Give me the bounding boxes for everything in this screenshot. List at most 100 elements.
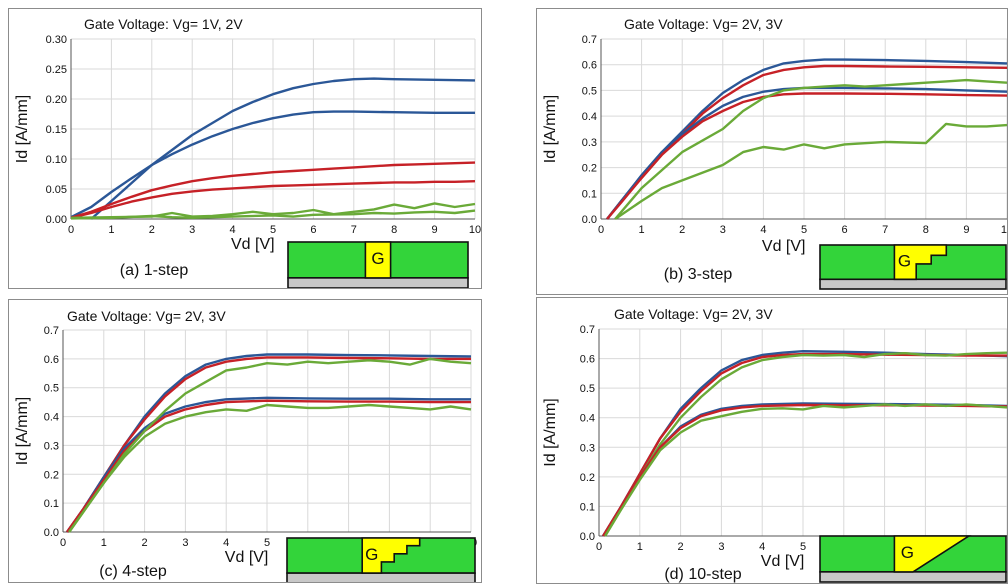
- x-tick-label: 6: [310, 224, 316, 236]
- x-tick-label: 1: [108, 224, 114, 236]
- chart-panel-10-step: 0123456789100.00.10.20.30.40.50.60.7Gate…: [536, 297, 1008, 584]
- chart-panel-1-step: 0 1 2 3 4 5 6 7 8 9 10 0.00 0.05 0.10 0.15 0.20 0.25 0.30…: [8, 8, 482, 289]
- chart-svg: 0123456789100.00.10.20.30.40.50.60.7Gate…: [542, 306, 1007, 583]
- y-tick-label: 0.25: [46, 64, 67, 76]
- y-tick-label: 0.2: [580, 472, 595, 484]
- y-tick-label: 0.30: [46, 34, 67, 46]
- x-tick-label: 8: [923, 224, 929, 236]
- chart-svg: 0 1 2 3 4 5 6 7 8 9 10 0.00 0.05 0.10 0.15 0.20 0.25 0.30…: [14, 16, 481, 288]
- chart-panel-3-step: 0 1 2 3 4 5 6 7 8 9 10 0.0 0.1 0.2 0.3 0.4 0.5 0.6 0.7 Gate…: [536, 8, 1008, 295]
- y-tick-label: 0.7: [44, 325, 59, 337]
- gate-electrode: [893, 535, 972, 573]
- y-tick-label: 0.6: [580, 354, 595, 366]
- gate-label: G: [365, 545, 378, 564]
- x-tick-label: 10: [1001, 224, 1007, 236]
- y-tick-label: 0.7: [580, 324, 595, 336]
- x-tick-label: 3: [720, 224, 726, 236]
- series-line-blue: [66, 396, 471, 533]
- y-tick-label: 0.4: [44, 412, 59, 424]
- y-tick-label: 0.5: [44, 383, 59, 395]
- series-line-green: [604, 351, 1007, 537]
- x-tick-label: 10: [469, 224, 481, 236]
- x-tick-label: 3: [182, 537, 188, 549]
- x-tick-label: 6: [842, 224, 848, 236]
- x-tick-label: 9: [963, 224, 969, 236]
- x-axis-label: Vd [V]: [761, 553, 805, 570]
- y-tick-label: 0.4: [582, 111, 597, 123]
- y-tick-label: 0.0: [44, 527, 59, 539]
- x-tick-label: 2: [142, 537, 148, 549]
- x-tick-label: 2: [678, 541, 684, 553]
- series-line-green: [68, 403, 472, 533]
- y-tick-label: 0.1: [580, 501, 595, 513]
- series-line-green: [604, 403, 1007, 537]
- x-axis-label: Vd [V]: [225, 549, 269, 566]
- y-tick-label: 0.4: [580, 413, 595, 425]
- y-tick-label: 0.3: [582, 137, 597, 149]
- x-tick-label: 1: [637, 541, 643, 553]
- x-tick-label: 0: [68, 224, 74, 236]
- y-tick-label: 0.2: [582, 163, 597, 175]
- x-tick-label: 0: [596, 541, 602, 553]
- series-line-blue: [606, 86, 1007, 220]
- x-tick-label: 5: [270, 224, 276, 236]
- series-line-green: [614, 122, 1007, 220]
- subfigure-caption: (a) 1-step: [120, 262, 189, 279]
- x-tick-label: 2: [149, 224, 155, 236]
- y-tick-label: 0.7: [582, 34, 597, 46]
- x-axis-label: Vd [V]: [762, 238, 806, 255]
- subfigure-caption: (d) 10-step: [664, 566, 741, 583]
- x-tick-label: 4: [223, 537, 229, 549]
- series-line-green: [70, 209, 476, 220]
- chart-svg: 0123456789100.00.10.20.30.40.50.60.7Gate…: [14, 308, 477, 582]
- series-line-blue: [602, 402, 1007, 537]
- y-axis-label: Id [A/mm]: [542, 398, 559, 466]
- chart-svg: 0123456789100.00.10.20.30.40.50.60.7Gate…: [542, 16, 1007, 290]
- x-tick-label: 4: [230, 224, 236, 236]
- y-axis-label: Id [A/mm]: [542, 95, 559, 163]
- device-diagram: G: [287, 241, 469, 288]
- series-line-red: [602, 403, 1007, 537]
- chart-title: Gate Voltage: Vg= 1V, 2V: [84, 16, 243, 32]
- series-line-blue: [70, 110, 475, 219]
- y-axis-label: Id [A/mm]: [14, 95, 31, 163]
- gate-label: G: [901, 543, 914, 562]
- x-tick-label: 5: [800, 541, 806, 553]
- gate-label: G: [371, 249, 384, 268]
- x-tick-label: 8: [391, 224, 397, 236]
- gate-electrode: [893, 244, 948, 281]
- y-tick-label: 0.5: [582, 85, 597, 97]
- chart-title: Gate Voltage: Vg= 2V, 3V: [614, 306, 773, 322]
- series-line-blue: [606, 58, 1007, 220]
- x-tick-label: 7: [351, 224, 357, 236]
- x-tick-label: 0: [598, 224, 604, 236]
- y-tick-label: 0.0: [582, 214, 597, 226]
- device-diagram: G: [819, 244, 1007, 290]
- x-tick-label: 5: [801, 224, 807, 236]
- series-line-green: [614, 78, 1007, 220]
- y-tick-label: 0.20: [46, 94, 67, 106]
- series-line-red: [70, 180, 476, 219]
- x-tick-label: 1: [101, 537, 107, 549]
- series-line-red: [66, 399, 471, 533]
- device-diagram: G: [819, 535, 1007, 583]
- y-tick-label: 0.1: [44, 498, 59, 510]
- y-tick-label: 0.3: [580, 442, 595, 454]
- chart-title: Gate Voltage: Vg= 2V, 3V: [67, 308, 226, 324]
- substrate-layer: [286, 572, 476, 582]
- gate-electrode: [361, 537, 421, 574]
- y-tick-label: 0.1: [582, 188, 597, 200]
- x-tick-label: 4: [760, 224, 766, 236]
- y-tick-label: 0.05: [46, 184, 67, 196]
- x-tick-label: 3: [189, 224, 195, 236]
- y-tick-label: 0.6: [44, 354, 59, 366]
- x-axis-label: Vd [V]: [231, 236, 275, 253]
- substrate-layer: [287, 277, 469, 288]
- x-tick-label: 9: [432, 224, 438, 236]
- y-tick-label: 0.0: [580, 531, 595, 543]
- series-line-green: [68, 357, 472, 533]
- series-line-green: [70, 202, 476, 219]
- y-tick-label: 0.15: [46, 124, 67, 136]
- x-tick-label: 1: [639, 224, 645, 236]
- series-line-red: [70, 161, 476, 219]
